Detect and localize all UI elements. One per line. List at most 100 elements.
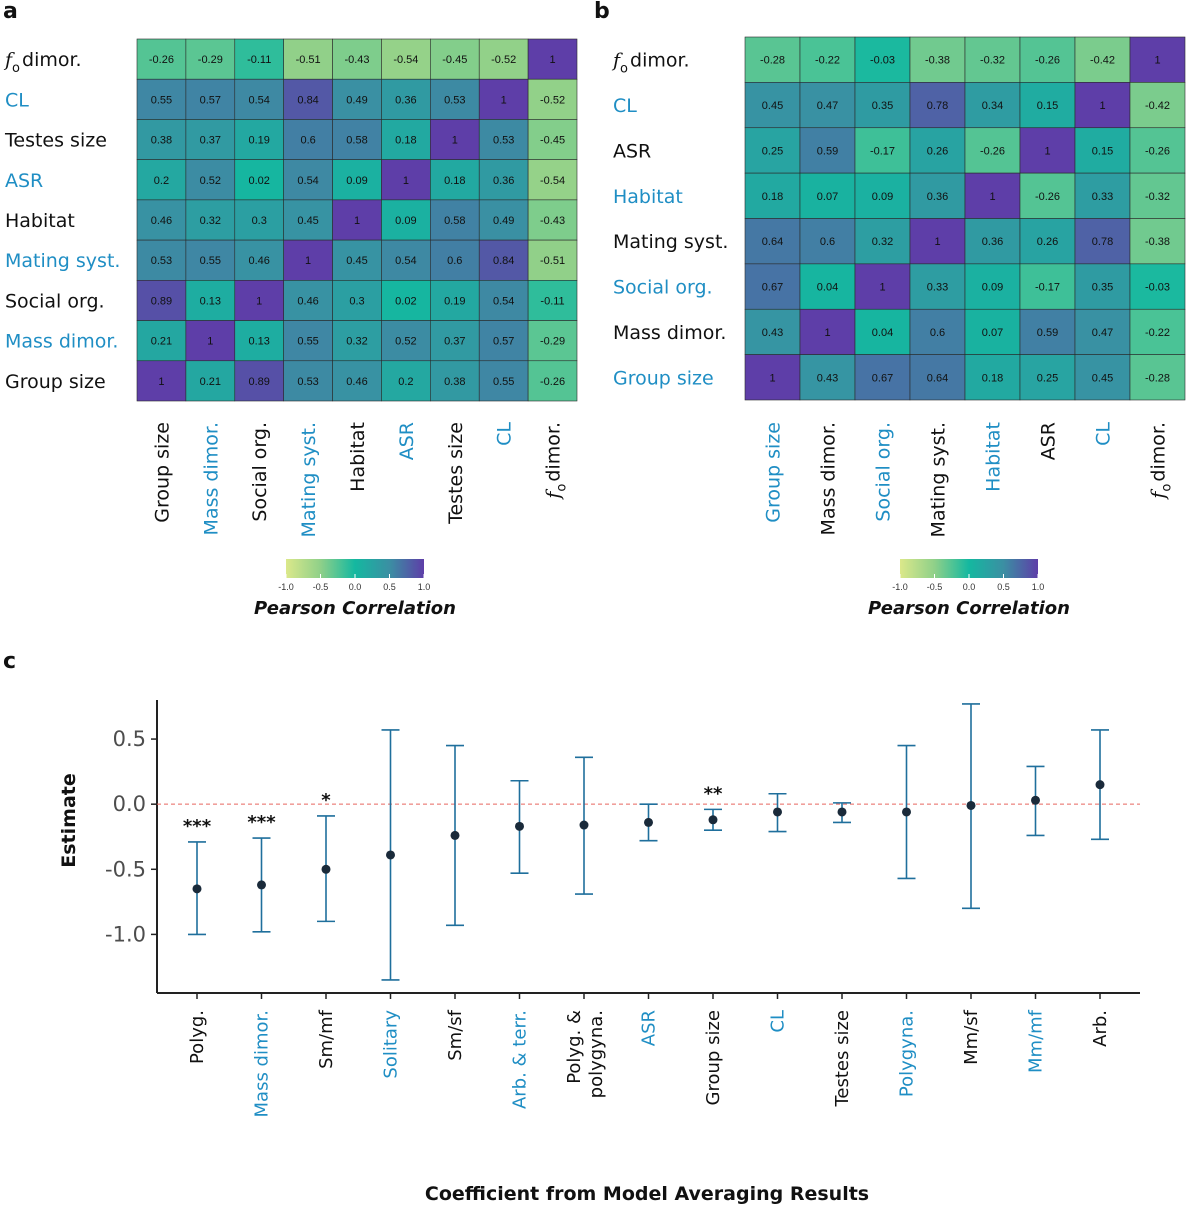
heatmap-cell: [744, 172, 801, 219]
y-tick-label: 0.5: [113, 727, 146, 751]
heatmap-cell: [283, 78, 333, 120]
row-label: Social org.: [613, 277, 713, 299]
cell-value: 0.52: [200, 175, 221, 187]
cell-value: 0.25: [1037, 372, 1058, 384]
estimate-point: [321, 864, 331, 874]
cell-value: 0.67: [762, 282, 783, 294]
heatmap-cell: [909, 127, 966, 174]
row-label: Group size: [5, 371, 106, 393]
heatmap-cell: [964, 127, 1021, 174]
coefficient-7: ASR: [639, 803, 660, 1046]
coefficient-13: Mm/mf: [1026, 765, 1047, 1073]
x-tick-label: Arb.: [1090, 1010, 1111, 1047]
cell-value: 0.15: [1092, 145, 1113, 157]
cell-value: 0.2: [154, 175, 169, 187]
cell-value: 0.36: [927, 191, 948, 203]
legend-tick-label: 0.0: [349, 582, 362, 592]
heatmap-cell: [332, 38, 382, 80]
heatmap-cell: [430, 280, 480, 321]
cell-value: 0.37: [444, 336, 465, 348]
estimate-point: [515, 821, 524, 831]
cell-value: 0.38: [151, 135, 172, 147]
cell-value: 0.55: [493, 376, 514, 388]
cell-value: -0.03: [1145, 282, 1170, 294]
heatmap-b: -0.28 -0.22 -0.03 -0.38 -0.32 -0.26 -0.42 1 0.45…: [611, 36, 1186, 619]
heatmap-cell: [1019, 308, 1076, 355]
cell-value: 1: [769, 372, 775, 384]
cell-value: -0.26: [1035, 55, 1060, 67]
heatmap-cell: [1129, 36, 1186, 83]
row-label: fo dimor.: [3, 49, 82, 76]
x-tick-label: Sm/sf: [445, 1009, 466, 1060]
legend-tick-label: 0.5: [997, 582, 1010, 592]
cell-value: 0.04: [872, 327, 893, 339]
cell-value: 0.6: [820, 236, 835, 248]
cell-value: 0.58: [346, 135, 367, 147]
heatmap-cell: [234, 239, 284, 281]
estimate-point: [966, 800, 976, 810]
y-axis-title: Estimate: [58, 773, 80, 867]
heatmap-cell: [283, 360, 333, 402]
heatmap-cell: [283, 320, 333, 362]
heatmap-cell: [332, 280, 382, 321]
heatmap-cell: [283, 119, 333, 160]
column-label: CL: [1093, 422, 1115, 446]
cell-value: 1: [501, 94, 507, 106]
estimate-point: [708, 815, 718, 825]
cell-value: 0.09: [346, 175, 367, 187]
heatmap-cell: [381, 320, 431, 362]
column-label: Social org.: [873, 422, 895, 522]
cell-value: 0.53: [151, 255, 172, 267]
cell-value: 0.54: [249, 94, 270, 106]
cell-value: 0.55: [200, 255, 221, 267]
cell-value: 0.38: [444, 376, 465, 388]
heatmap-cell: [1074, 36, 1131, 83]
heatmap-cell: [1129, 82, 1186, 129]
heatmap-cell: [430, 78, 480, 120]
column-label: Testes size: [445, 422, 467, 525]
cell-value: 0.89: [151, 295, 172, 307]
cell-value: 0.32: [346, 336, 367, 348]
cell-value: -0.11: [540, 295, 564, 307]
legend-title: Pearson Correlation: [254, 598, 456, 619]
cell-value: 1: [158, 376, 164, 388]
legend-colorbar: [900, 559, 1038, 578]
heatmap-cell: [744, 82, 801, 129]
coefficient-3: Solitary: [381, 729, 402, 1079]
heatmap-cell: [283, 199, 333, 241]
row-label: Group size: [613, 367, 714, 389]
heatmap-cell: [283, 239, 333, 281]
cell-value: -0.52: [491, 54, 516, 66]
significance-marker: ***: [247, 812, 276, 833]
heatmap-cell: [1129, 308, 1186, 355]
x-tick-label: Group size: [703, 1010, 724, 1105]
row-label: ASR: [5, 170, 43, 192]
cell-value: 0.54: [395, 255, 416, 267]
x-tick-label: Solitary: [381, 1010, 402, 1079]
cell-value: 0.46: [346, 376, 367, 388]
heatmap-cell: [381, 360, 431, 402]
cell-value: 1: [549, 54, 555, 66]
heatmap-cell: [185, 360, 236, 402]
x-tick-label: Mm/sf: [961, 1009, 982, 1065]
heatmap-cell: [1129, 218, 1186, 265]
row-label: Mass dimor.: [613, 322, 726, 344]
legend-tick-label: -1.0: [278, 582, 294, 592]
x-tick-label: Mm/mf: [1026, 1009, 1047, 1073]
heatmap-cell: [234, 78, 284, 120]
cell-value: 1: [305, 255, 311, 267]
cell-value: 1: [989, 191, 995, 203]
heatmap-cell: [430, 119, 480, 160]
cell-value: 0.58: [444, 215, 465, 227]
cell-value: -0.28: [1145, 372, 1170, 384]
cell-value: -0.38: [1145, 236, 1170, 248]
cell-value: 0.6: [930, 327, 945, 339]
heatmap-cell: [283, 38, 333, 80]
cell-value: 0.57: [200, 94, 221, 106]
heatmap-cell: [799, 172, 856, 219]
heatmap-cell: [136, 280, 187, 321]
column-label: Group size: [151, 422, 173, 523]
row-label: Social org.: [5, 290, 105, 312]
cell-value: 0.64: [927, 372, 948, 384]
cell-value: 1: [824, 327, 830, 339]
